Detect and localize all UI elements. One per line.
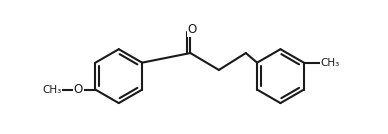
Text: CH₃: CH₃	[42, 85, 62, 95]
Text: O: O	[74, 83, 83, 96]
Text: O: O	[187, 23, 197, 36]
Text: CH₃: CH₃	[321, 58, 340, 68]
